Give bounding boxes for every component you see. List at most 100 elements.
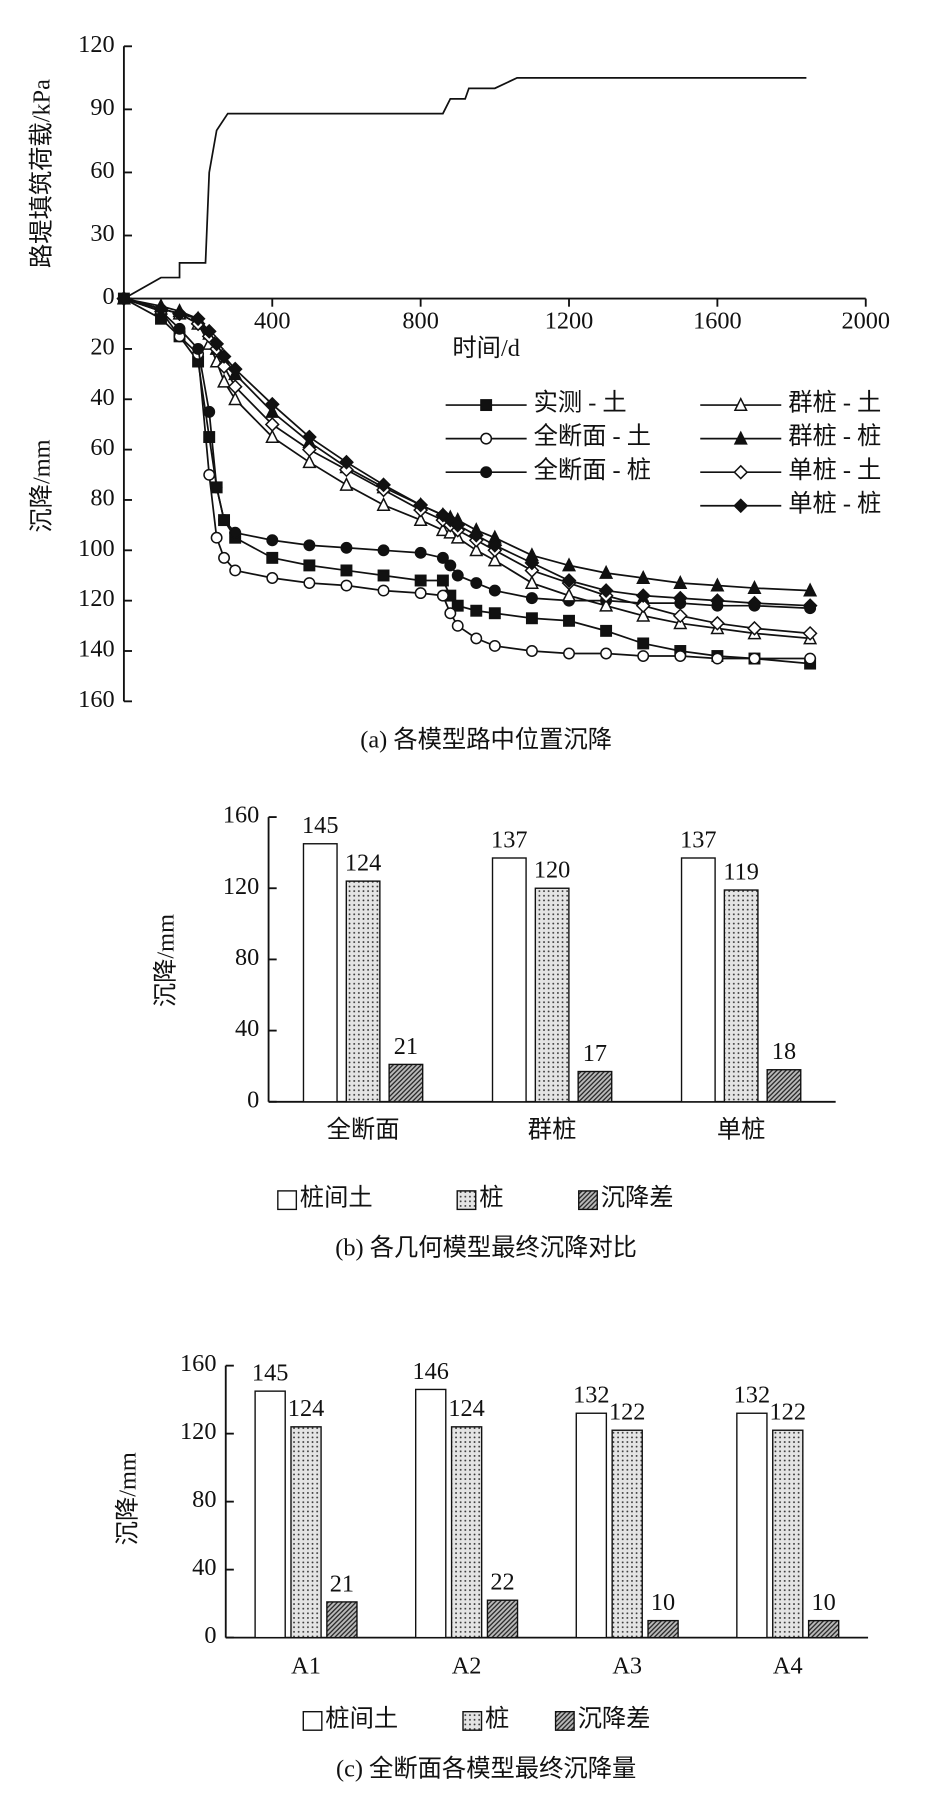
point	[436, 551, 449, 564]
y-tick-label: 160	[78, 686, 114, 713]
x-tick-label: A3	[612, 1652, 642, 1679]
data-label: 145	[252, 1360, 288, 1387]
point	[803, 582, 818, 597]
point	[340, 541, 353, 554]
point	[562, 557, 577, 572]
data-label: 120	[534, 857, 570, 884]
point	[674, 650, 687, 662]
data-label: 18	[772, 1038, 796, 1065]
x-tick-label: 2000	[841, 307, 890, 334]
point	[153, 301, 169, 317]
point	[301, 429, 317, 445]
series-line	[123, 297, 811, 610]
point	[303, 539, 316, 552]
point	[804, 652, 817, 665]
point	[470, 604, 483, 617]
point	[599, 564, 614, 579]
point	[377, 569, 390, 582]
data-label: 124	[288, 1395, 324, 1422]
y-tick-label: 120	[78, 31, 114, 58]
legend-key	[554, 1710, 575, 1731]
point	[172, 306, 187, 322]
y-tick-label: 160	[180, 1350, 216, 1377]
point	[227, 361, 243, 377]
point	[563, 614, 575, 627]
series-line	[123, 297, 811, 665]
point	[635, 588, 651, 604]
point	[339, 454, 354, 470]
legend-key	[302, 1710, 323, 1731]
point	[451, 619, 464, 632]
point	[450, 517, 466, 533]
bar	[736, 1412, 768, 1639]
y-axis-label: 沉降/mm	[29, 439, 56, 532]
bar	[647, 1619, 679, 1639]
legend-marker	[480, 466, 493, 479]
data-label: 145	[302, 812, 338, 839]
point	[340, 564, 353, 577]
point	[468, 527, 484, 543]
y-tick-label: 120	[180, 1418, 216, 1445]
point	[747, 580, 762, 595]
point	[563, 647, 575, 660]
data-label: 124	[345, 850, 381, 877]
point	[435, 522, 450, 537]
y-tick-label: 160	[223, 802, 259, 829]
bar	[491, 857, 527, 1103]
x-tick-label: 1200	[545, 307, 594, 334]
y-tick-label: 80	[90, 485, 114, 512]
point	[339, 476, 354, 491]
data-label: 124	[448, 1395, 484, 1422]
bar	[772, 1429, 804, 1639]
point	[264, 417, 280, 432]
legend-label: 单桩 - 土	[788, 457, 881, 484]
x-tick-label: 1600	[693, 307, 742, 334]
y-tick-label: 30	[90, 220, 114, 247]
legend-label: 全断面 - 土	[534, 423, 651, 450]
legend-label: 桩	[485, 1706, 509, 1733]
y-tick-label: 40	[90, 384, 114, 411]
point	[747, 595, 762, 611]
point	[802, 625, 818, 641]
point	[173, 322, 186, 335]
y-tick-label: 40	[235, 1015, 259, 1042]
point	[525, 612, 538, 625]
point	[525, 592, 538, 605]
legend-marker	[733, 498, 749, 514]
y-tick-label: 60	[90, 157, 114, 184]
legend-marker	[480, 432, 493, 445]
point	[672, 590, 688, 606]
y-tick-label: 80	[235, 944, 259, 971]
legend-label: 群桩 - 桩	[788, 423, 881, 450]
legend-key	[277, 1190, 298, 1211]
data-label: 146	[413, 1358, 449, 1385]
y-axis-label: 沉降/mm	[114, 1452, 141, 1545]
point	[636, 607, 651, 622]
data-label: 122	[770, 1399, 806, 1426]
point	[302, 454, 317, 469]
point	[524, 563, 540, 578]
point	[711, 652, 724, 665]
point	[436, 574, 449, 587]
point	[203, 468, 216, 481]
point	[487, 552, 502, 567]
point	[303, 577, 316, 589]
data-label: 22	[490, 1569, 514, 1596]
legend-marker	[733, 430, 748, 445]
point	[525, 645, 538, 657]
point	[562, 587, 577, 602]
point	[524, 555, 540, 571]
data-label: 119	[723, 858, 759, 885]
x-axis-label: 时间/d	[452, 335, 520, 362]
x-tick-label: 800	[402, 307, 438, 334]
point	[377, 544, 390, 557]
point	[228, 391, 243, 406]
point	[413, 512, 428, 527]
point	[301, 442, 317, 458]
point	[376, 477, 391, 493]
point	[673, 574, 688, 589]
point	[339, 462, 354, 478]
point	[303, 559, 316, 572]
x-tick-label: 群桩	[528, 1116, 577, 1143]
